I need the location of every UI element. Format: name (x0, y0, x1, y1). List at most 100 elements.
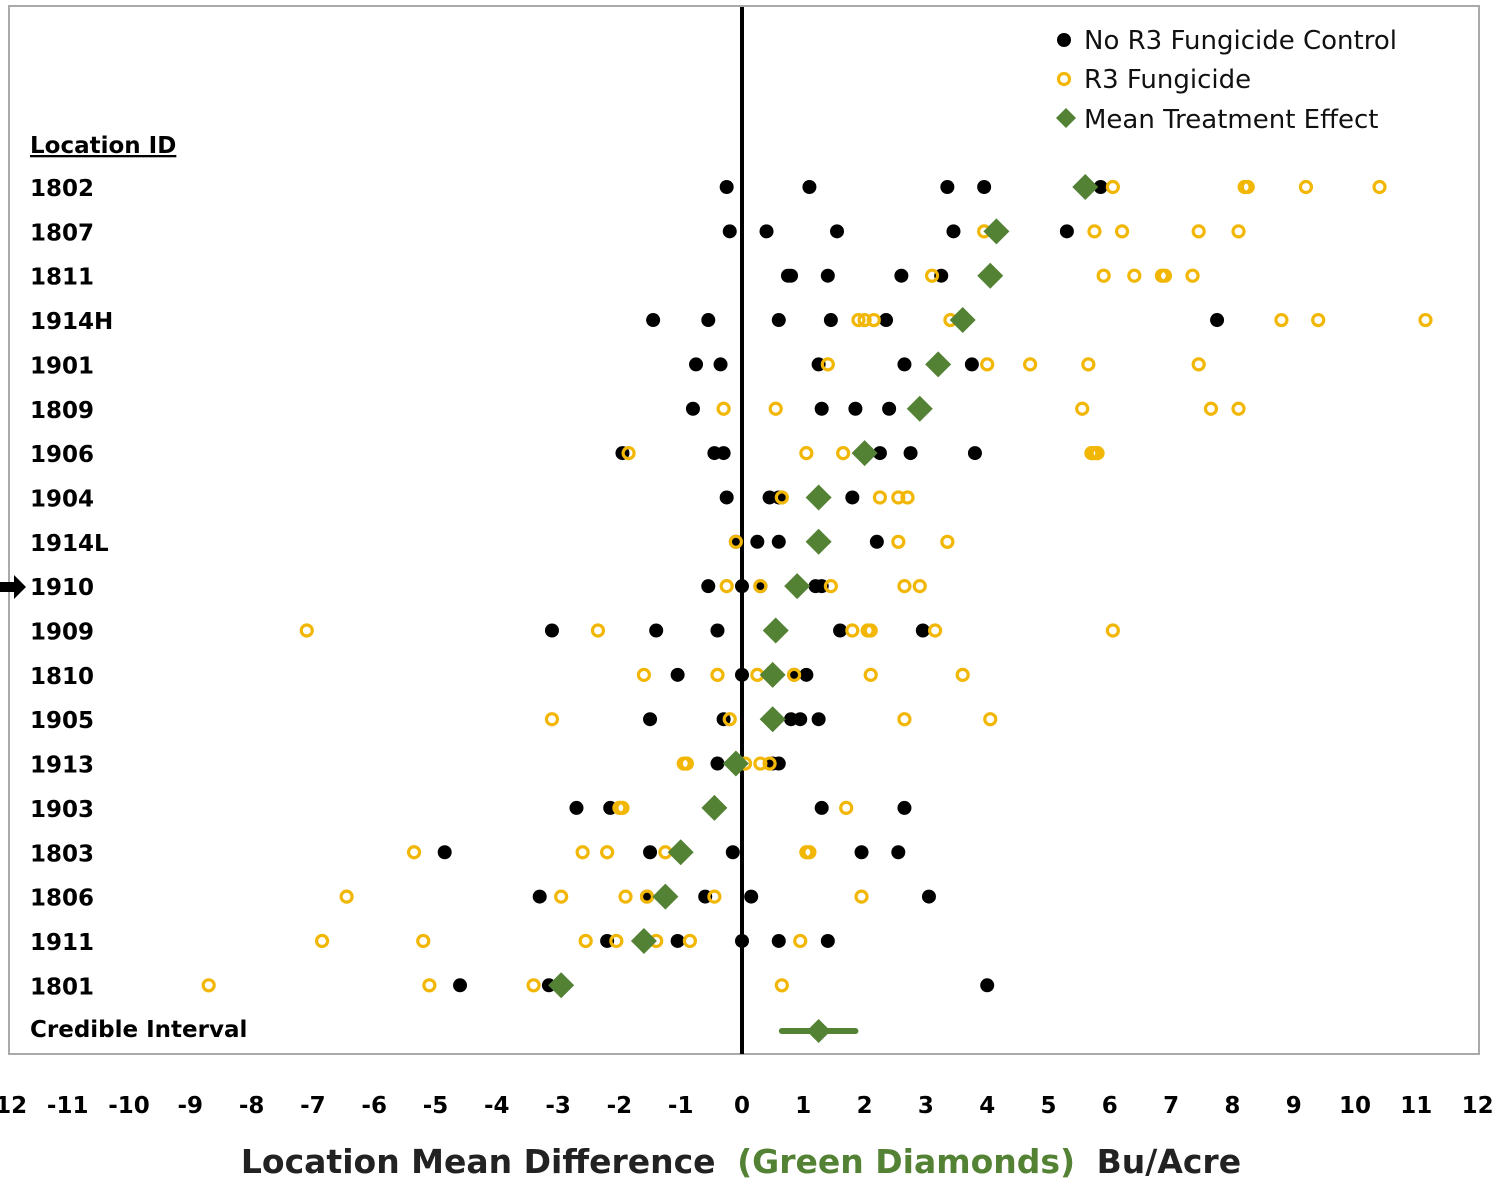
fungicide-point (1023, 357, 1038, 372)
control-point (685, 401, 700, 416)
control-point (771, 490, 786, 505)
fungicide-point (774, 978, 789, 993)
legend-fungicide-label: R3 Fungicide (1084, 65, 1251, 95)
location-label-1910: 1910 (30, 575, 94, 601)
fungicide-point (707, 889, 722, 904)
control-point (670, 933, 685, 948)
location-label-1810: 1810 (30, 664, 94, 690)
fungicide-point (1274, 312, 1289, 328)
fungicide-point (618, 889, 633, 904)
control-point (1210, 313, 1225, 328)
control-point (793, 712, 808, 727)
fungicide-point (854, 889, 869, 904)
control-point (894, 268, 909, 283)
location-label-1903: 1903 (30, 797, 94, 823)
mean-effect-diamond (784, 573, 811, 600)
mean-effect-diamond (1072, 174, 1099, 200)
control-point (814, 800, 829, 815)
legend-mean-marker (1056, 108, 1076, 128)
x-tick-label: 0 (734, 1093, 750, 1119)
control-point (811, 712, 826, 727)
location-label-1802: 1802 (30, 176, 94, 202)
control-point (719, 490, 734, 505)
control-point (903, 446, 918, 461)
legend-mean-label: Mean Treatment Effect (1084, 105, 1379, 135)
control-point (735, 933, 749, 948)
control-point (719, 180, 734, 194)
location-label-1901: 1901 (30, 353, 94, 379)
location-label-1811: 1811 (30, 265, 94, 291)
fungicide-point (1191, 224, 1206, 239)
control-point (784, 268, 799, 283)
mean-effect-diamond (701, 794, 728, 821)
fungicide-point (983, 712, 998, 727)
fungicide-point (1096, 268, 1111, 283)
fungicide-point (845, 623, 860, 638)
fungicide-point (578, 933, 593, 949)
mean-effect-diamond (548, 972, 575, 999)
location-label-1809: 1809 (30, 398, 94, 424)
control-point (823, 313, 838, 328)
control-point (820, 268, 835, 283)
fungicide-point (955, 667, 970, 682)
control-point (820, 933, 835, 948)
fungicide-point (823, 579, 838, 594)
control-point (716, 446, 731, 461)
fungicide-point (1418, 312, 1433, 328)
credible-interval-group (778, 1019, 859, 1043)
fungicide-point (802, 845, 817, 860)
fungicide-point (820, 357, 835, 372)
fungicide-point (980, 357, 995, 372)
fungicide-point (1311, 312, 1326, 328)
fungicide-point (722, 712, 737, 727)
fungicide-point (897, 712, 912, 727)
location-label-1904: 1904 (30, 486, 94, 512)
control-point (848, 401, 863, 416)
x-tick-label: -2 (607, 1093, 633, 1119)
control-point (964, 357, 979, 372)
control-point (921, 889, 936, 904)
control-point (744, 889, 759, 904)
mean-effect-diamond (667, 839, 694, 866)
fungicide-point (851, 312, 866, 328)
fungicide-point (1191, 357, 1206, 372)
fungicide-point (716, 401, 731, 416)
credible-interval-diamond (806, 1019, 831, 1043)
mean-effect-diamond (630, 927, 657, 954)
x-axis-title-part1: Location Mean Difference (241, 1142, 716, 1181)
control-point (882, 401, 897, 416)
x-tick-label: -9 (178, 1093, 204, 1119)
fungicide-point (636, 667, 652, 682)
x-tick-label: -6 (361, 1093, 387, 1119)
fungicide-point (1203, 401, 1219, 416)
mean-effect-diamond (805, 528, 832, 555)
mean-effect-diamond (759, 706, 786, 733)
control-point (722, 224, 737, 239)
control-point (897, 800, 912, 815)
fungicide-point (857, 312, 872, 328)
fungicide-point (940, 534, 955, 549)
x-tick-label: 5 (1040, 1093, 1056, 1119)
location-id-header: Location ID (30, 133, 176, 159)
legend-control-label: No R3 Fungicide Control (1084, 26, 1397, 56)
fungicide-point (900, 490, 915, 505)
control-point (735, 579, 749, 594)
x-tick-label: 12 (1462, 1093, 1494, 1119)
fungicide-point (872, 490, 888, 505)
legend-control-marker (1057, 33, 1071, 47)
location-label-1914H: 1914H (30, 309, 113, 335)
x-tick-label: -4 (484, 1093, 510, 1119)
mean-effect-diamond (906, 395, 933, 422)
x-tick-label: 4 (979, 1093, 995, 1119)
control-point (940, 180, 955, 194)
fungicide-point (863, 623, 878, 638)
mean-effect-diamond (925, 351, 952, 378)
location-label-1913: 1913 (30, 753, 94, 779)
fungicide-point (1157, 268, 1173, 283)
x-tick-label: -1 (668, 1093, 694, 1119)
fungicide-point (1372, 179, 1387, 195)
x-tick-label: -11 (47, 1093, 89, 1119)
fungicide-point (762, 756, 777, 771)
x-tick-label: 6 (1102, 1093, 1118, 1119)
